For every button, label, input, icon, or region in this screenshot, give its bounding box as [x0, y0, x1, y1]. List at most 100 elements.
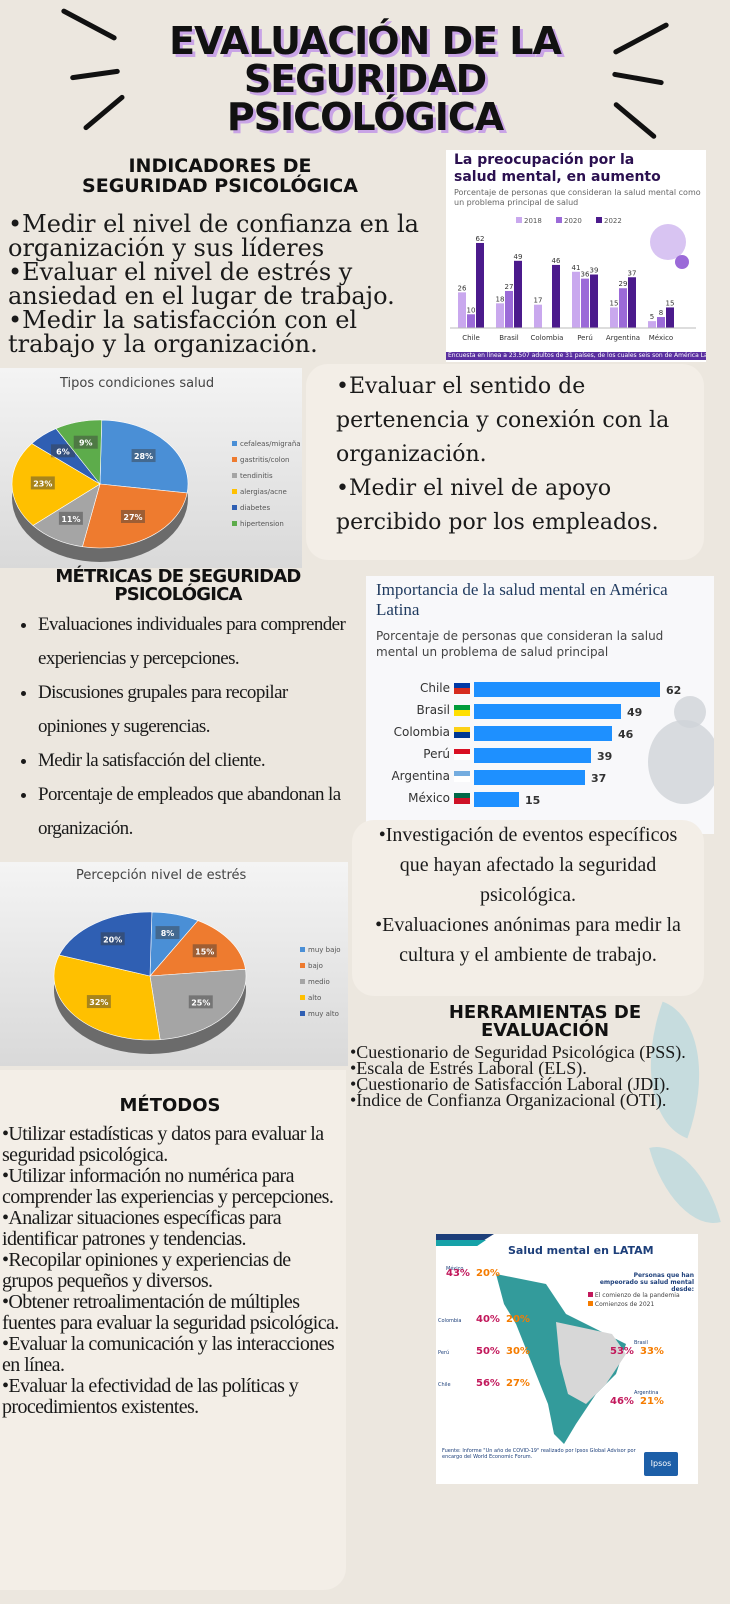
metrics-list: Evaluaciones individuales para comprende… [20, 608, 350, 846]
list-item: •Medir el nivel de confianza en la organ… [8, 210, 419, 262]
value-label: 30% [506, 1346, 530, 1357]
bar-value-label: 15 [610, 299, 619, 307]
chart-title: La preocupación por la salud mental, en … [454, 152, 661, 185]
pie-value-label: 32% [89, 998, 108, 1007]
legend-label: hipertension [240, 520, 284, 528]
bar-value-label: 15 [666, 299, 675, 307]
decor-slash [611, 71, 665, 86]
bar-value-label: 62 [476, 235, 485, 243]
bar-value-label: 46 [552, 257, 561, 265]
bar-value-label: 29 [619, 280, 628, 288]
flag-icon [454, 798, 470, 804]
map-legend-item: Comienzos de 2021 [588, 1301, 654, 1308]
bar-value-label: 46 [618, 728, 634, 741]
pie-chart-svg: 8% 15% 25% 32% 20% muy bajo bajo medio alto muy a… [53, 911, 341, 1054]
pie-slice [99, 419, 189, 494]
legend-label: alergias/acne [240, 488, 287, 496]
list-item: •Medir la satisfacción con el trabajo y … [8, 306, 358, 358]
pie-slice [55, 419, 103, 485]
brazil-region [556, 1322, 626, 1404]
bar-value-label: 17 [534, 297, 543, 305]
bar-value-label: 26 [458, 284, 467, 292]
methods-list: •Utilizar estadísticas y datos para eval… [2, 1124, 342, 1418]
pie-slice [53, 954, 161, 1041]
bar [496, 303, 504, 328]
bar [590, 274, 598, 328]
bar-value-label: 36 [581, 271, 590, 279]
heading-line: MÉTRICAS DE SEGURIDAD [55, 566, 301, 587]
list-item: •Evaluaciones anónimas para medir la cul… [375, 914, 681, 966]
legend-label: 2022 [604, 217, 622, 225]
pie-value-label: 23% [33, 479, 52, 488]
pie-slice [58, 911, 153, 977]
y-tick-label: México [408, 791, 450, 805]
indicators-extra-list: •Evaluar el sentido de pertenencia y con… [336, 370, 696, 540]
legend-swatch [300, 1011, 305, 1016]
bar-value-label: 18 [496, 295, 505, 303]
chart-footnote: Encuesta en línea a 23.507 adultos de 31… [446, 352, 706, 360]
bar [666, 307, 674, 328]
y-tick-label: Colombia [394, 725, 450, 739]
flag-icon [454, 710, 470, 716]
bar-value-label: 8 [659, 309, 663, 317]
bar [467, 314, 475, 328]
list-item: •Medir el nivel de apoyo percibido por l… [336, 476, 659, 535]
value-label: 50% [476, 1346, 500, 1357]
pie-value-label: 8% [161, 929, 175, 938]
indicators-heading: INDICADORES DE SEGURIDAD PSICOLÓGICA [10, 156, 430, 196]
bar-value-label: 62 [666, 684, 681, 697]
x-tick-label: Perú [577, 334, 593, 342]
heading-line: PSICOLÓGICA [114, 584, 242, 605]
list-item: •Investigación de eventos específicos qu… [378, 824, 678, 906]
list-item: •Índice de Confianza Organizacional (OTI… [350, 1090, 667, 1110]
heading-line: EVALUACIÓN [480, 1020, 610, 1041]
decor-slash [612, 101, 658, 140]
metrics-extra-list: •Investigación de eventos específicos qu… [364, 820, 692, 970]
pie-value-label: 25% [191, 998, 210, 1007]
value-label: 53% [610, 1346, 634, 1357]
country-label: México [446, 1265, 463, 1272]
pie-slice [11, 443, 101, 526]
chart-title: Importancia de la salud mental en Améric… [376, 580, 668, 619]
list-item: •Obtener retroalimentación de múltiples … [2, 1291, 339, 1334]
heading-line: SEGURIDAD PSICOLÓGICA [82, 175, 358, 197]
list-item: Porcentaje de empleados que abandonan la… [38, 778, 350, 846]
pie-value-label: 6% [56, 447, 70, 456]
map-title: Salud mental en LATAM [508, 1244, 654, 1257]
corner-decoration [436, 1246, 480, 1278]
x-tick-label: Colombia [531, 334, 564, 342]
bar-value-label: 39 [597, 750, 612, 763]
legend-swatch [300, 979, 305, 984]
metrics-heading: MÉTRICAS DE SEGURIDAD PSICOLÓGICA [8, 568, 348, 604]
legend-label: muy alto [308, 1010, 339, 1018]
tools-list: •Cuestionario de Seguridad Psicológica (… [350, 1043, 710, 1110]
legend-swatch [556, 217, 562, 223]
list-item: •Escala de Estrés Laboral (ELS). [350, 1058, 587, 1078]
title-line: PSICOLÓGICA [226, 95, 504, 139]
list-item: •Utilizar información no numérica para c… [2, 1165, 334, 1208]
pie-value-label: 28% [134, 452, 153, 461]
bar [534, 304, 542, 328]
bar [572, 271, 580, 328]
pie-chart-svg: 28% 27% 11% 23% 6% 9% cefaleas/migraña gastriti… [11, 419, 301, 562]
list-item: Discusiones grupales para recopilar opin… [38, 676, 350, 744]
list-item: Medir la satisfacción del cliente. [38, 744, 350, 778]
indicators-list: •Medir el nivel de confianza en la organ… [8, 212, 438, 356]
value-label: 46% [610, 1396, 634, 1407]
country-label: Chile [438, 1382, 451, 1388]
heading-line: INDICADORES DE [128, 155, 312, 177]
label-bg [188, 995, 213, 1009]
list-item: •Evaluar la comunicación y las interacci… [2, 1333, 335, 1376]
bar-value-label: 49 [627, 706, 642, 719]
list-item: •Cuestionario de Satisfacción Laboral (J… [350, 1074, 670, 1094]
bar-value-label: 5 [650, 313, 654, 321]
y-tick-label: Argentina [391, 769, 450, 783]
methods-panel [0, 1070, 346, 1590]
pie-slice [82, 483, 188, 549]
person-silhouette-icon [674, 696, 706, 728]
legend-swatch [300, 947, 305, 952]
value-label: 33% [640, 1346, 664, 1357]
value-label: 43% [446, 1268, 470, 1279]
x-tick-label: Argentina [606, 334, 640, 342]
bar [476, 242, 484, 328]
